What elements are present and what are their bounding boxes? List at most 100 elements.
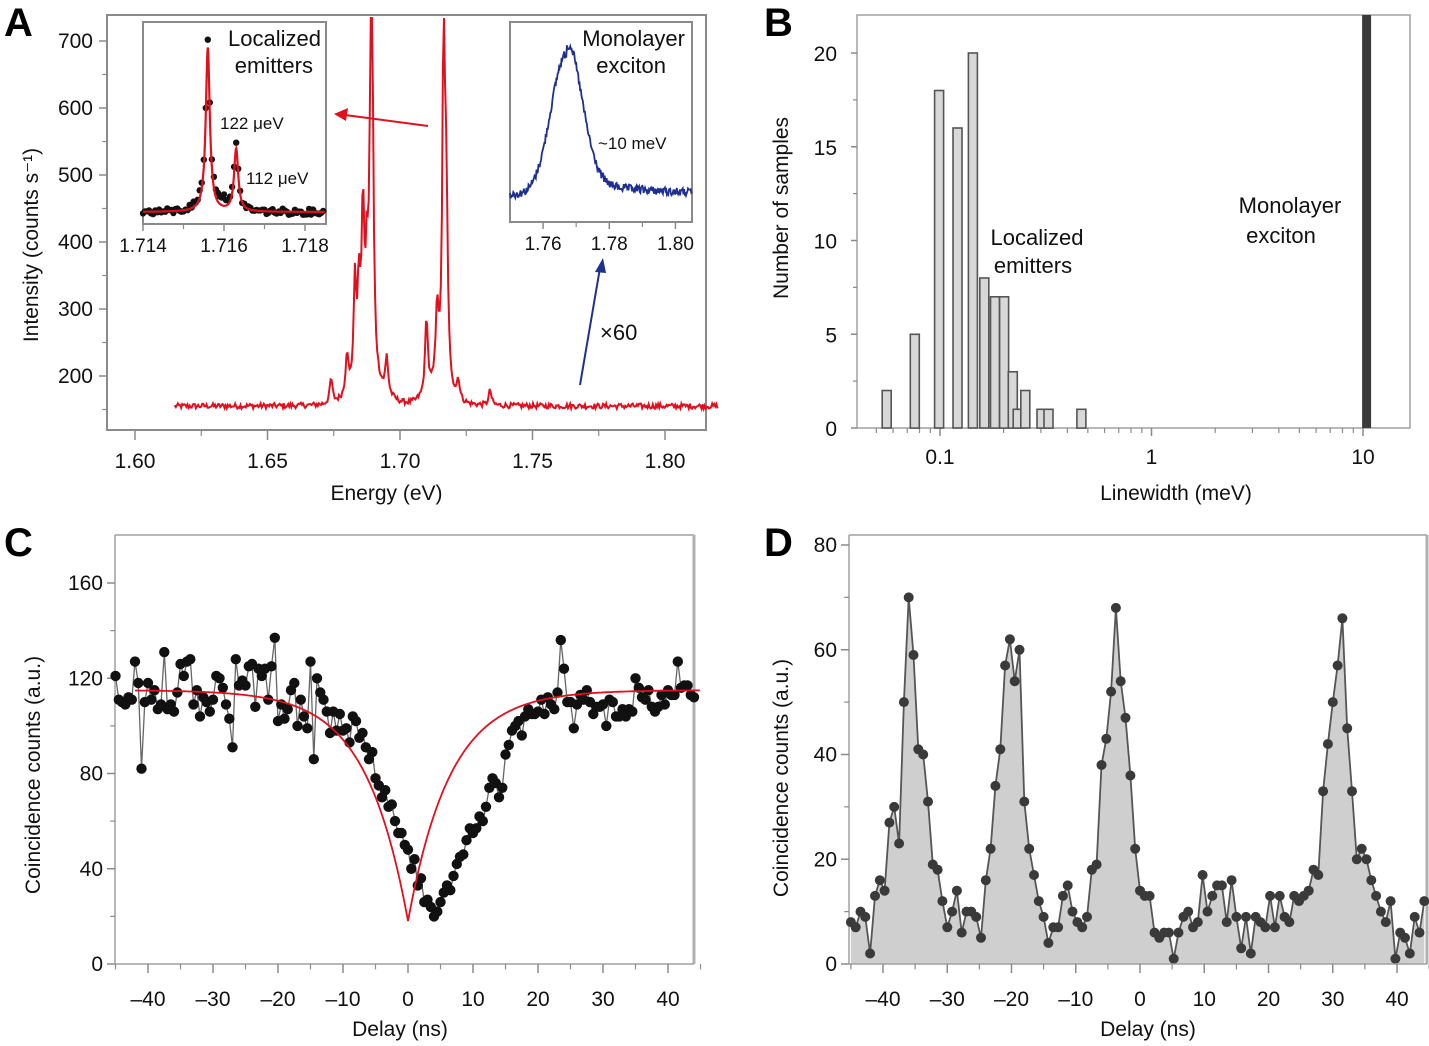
panel-d-area-fill bbox=[850, 597, 1425, 964]
panel-c-data-point bbox=[227, 742, 238, 753]
panel-a-inset1-linewidth-label-1: 122 μeV bbox=[220, 114, 284, 133]
panel-c-data-point bbox=[133, 677, 144, 689]
panel-d-data-point bbox=[870, 890, 880, 901]
panel-d-data-point bbox=[1202, 906, 1213, 917]
panel-a-red-arrow bbox=[344, 114, 429, 127]
panel-d-y-tick-label: 0 bbox=[825, 953, 837, 976]
panel-b-bar-localized bbox=[978, 277, 990, 429]
panel-d-data-point bbox=[1366, 875, 1377, 886]
panel-d-data-point bbox=[1077, 922, 1088, 933]
panel-b-bar-localized bbox=[909, 333, 921, 429]
panel-c-fit-line bbox=[135, 689, 700, 922]
panel-c-y-tick-label: 160 bbox=[68, 572, 103, 595]
panel-d-data-point bbox=[1226, 875, 1237, 886]
panel-c-data-point bbox=[458, 849, 469, 860]
panel-c-data-point bbox=[207, 694, 219, 705]
panel-a-inset-exciton-frame bbox=[509, 21, 693, 223]
panel-d-y-tick-label: 80 bbox=[814, 534, 837, 557]
panel-a-inset1-data-point bbox=[204, 36, 211, 43]
panel-a-y-tick-label: 400 bbox=[58, 231, 93, 254]
panel-a-inset1-data-point bbox=[233, 139, 240, 146]
panel-a-x-tick-label: 1.60 bbox=[115, 450, 156, 473]
panel-c-x-tick-label: –40 bbox=[130, 988, 165, 1011]
panel-d-y-tick-label: 20 bbox=[814, 848, 837, 871]
panel-d-data-point bbox=[1173, 927, 1184, 938]
panel-d-data-point bbox=[995, 744, 1006, 755]
panel-c-data-point bbox=[672, 656, 683, 667]
panel-a-inset2-tick-label: 1.76 bbox=[525, 234, 562, 255]
panel-a-inset1-title-line2: emitters bbox=[235, 53, 313, 78]
panel-d-data-point bbox=[1313, 870, 1324, 880]
panel-c-data-point bbox=[607, 696, 618, 708]
panel-d-data-point bbox=[1371, 890, 1382, 901]
panel-d-data-point bbox=[1057, 890, 1068, 901]
panel-a-blue-arrow bbox=[579, 267, 601, 386]
panel-d-g2-pulsed: –40 –30 –20 –10 0 10 20 30 40 0 20 40 60 80 Delay (ns)… bbox=[770, 534, 1429, 1041]
panel-a-x-tick-label: 1.70 bbox=[380, 450, 421, 473]
panel-letter-c: C bbox=[4, 521, 33, 565]
panel-c-data-point bbox=[110, 670, 121, 682]
panel-c-data-point bbox=[669, 689, 680, 701]
panel-c-data-point bbox=[302, 723, 313, 734]
panel-d-data-point bbox=[1356, 843, 1367, 854]
panel-c-data-point bbox=[214, 673, 225, 684]
panel-c-data-point bbox=[292, 720, 303, 732]
panel-a-y-tick-label: 200 bbox=[58, 365, 93, 388]
panel-c-data-point bbox=[555, 634, 566, 646]
panel-d-x-tick-label: 40 bbox=[1385, 988, 1408, 1011]
panel-d-data-point bbox=[1207, 890, 1218, 901]
panel-c-data-point bbox=[142, 677, 154, 689]
panel-d-data-point bbox=[1390, 953, 1401, 964]
panel-d-data-point bbox=[1043, 938, 1054, 948]
panel-a-inset2-title-line2: exciton bbox=[596, 53, 666, 78]
panel-d-data-point bbox=[1327, 697, 1338, 708]
panel-d-data-point bbox=[1245, 948, 1256, 959]
panel-c-data-point bbox=[432, 906, 443, 917]
panel-d-data-point bbox=[1241, 911, 1251, 922]
panel-b-y-tick-label: 0 bbox=[825, 418, 837, 441]
panel-d-data-point bbox=[1000, 660, 1011, 671]
panel-c-data-point bbox=[497, 782, 508, 793]
panel-b-bar-localized bbox=[967, 52, 979, 429]
panel-b-histogram: 0.1 1 10 0 5 10 15 20 Linewidth (meV) Number of s… bbox=[770, 14, 1411, 505]
panel-d-data-point bbox=[1115, 676, 1126, 687]
panel-a-inset1-data-point bbox=[220, 191, 228, 198]
panel-c-data-point bbox=[601, 720, 612, 732]
panel-a-inset1-tick-label: 1.718 bbox=[281, 236, 329, 257]
panel-d-data-point bbox=[1004, 634, 1015, 645]
panel-d-data-point bbox=[860, 911, 871, 922]
panel-b-x-tick-label: 0.1 bbox=[925, 446, 954, 469]
panel-c-data-point bbox=[640, 694, 651, 705]
panel-c-x-tick-label: 20 bbox=[526, 988, 549, 1011]
panel-c-y-tick-label: 0 bbox=[91, 953, 103, 976]
panel-c-data-point bbox=[191, 685, 202, 696]
panel-letter-b: B bbox=[764, 1, 793, 45]
panel-d-data-point bbox=[1385, 896, 1396, 907]
panel-c-y-tick-label: 120 bbox=[68, 667, 103, 690]
panel-b-x-tick-label: 10 bbox=[1351, 446, 1374, 469]
panel-b-y-tick-label: 20 bbox=[814, 43, 837, 66]
panel-letter-d: D bbox=[764, 521, 793, 565]
panel-c-x-tick-label: 30 bbox=[591, 988, 614, 1011]
panel-c-data-point bbox=[185, 654, 196, 665]
panel-d-data-point bbox=[1110, 602, 1121, 613]
panel-d-data-point bbox=[1409, 911, 1420, 922]
panel-d-data-point bbox=[903, 592, 914, 603]
panel-a-x-tick-label: 1.65 bbox=[247, 450, 288, 473]
panel-c-data-point bbox=[178, 670, 189, 682]
panel-d-data-point bbox=[976, 932, 986, 943]
panel-c-data-point bbox=[250, 701, 261, 712]
panel-d-data-point bbox=[1231, 911, 1242, 922]
panel-c-data-point bbox=[461, 835, 472, 846]
panel-d-x-tick-label: –10 bbox=[1058, 988, 1093, 1011]
panel-d-data-point bbox=[889, 801, 900, 812]
panel-c-data-point bbox=[129, 656, 141, 667]
panel-c-g2-cw: –40 –30 –20 –10 0 10 20 30 40 0 40 80 120 160 Delay (n… bbox=[22, 534, 702, 1041]
panel-d-data-point bbox=[1183, 906, 1194, 917]
panel-c-data-point bbox=[558, 663, 570, 674]
panel-d-data-point bbox=[1322, 739, 1333, 749]
panel-a-red-arrowhead bbox=[334, 108, 348, 121]
panel-d-data-point bbox=[1332, 660, 1343, 671]
panel-b-x-tick-label: 1 bbox=[1146, 446, 1158, 469]
panel-d-data-point bbox=[865, 948, 876, 959]
